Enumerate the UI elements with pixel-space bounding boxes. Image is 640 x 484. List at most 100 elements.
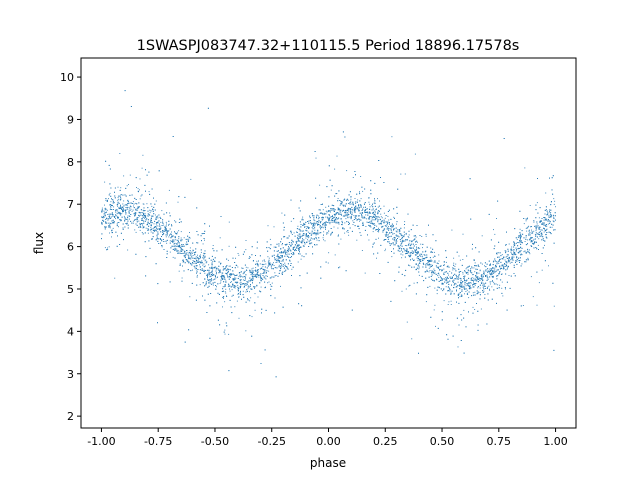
data-point [519, 232, 521, 234]
data-point [529, 253, 531, 255]
data-point [463, 286, 465, 288]
data-point [239, 279, 241, 281]
data-point [372, 217, 374, 218]
data-point [109, 227, 111, 229]
data-point [548, 265, 549, 267]
data-point [496, 253, 498, 255]
data-point [514, 243, 516, 245]
data-point [540, 229, 542, 231]
data-point [519, 242, 521, 244]
data-point [405, 232, 407, 234]
data-point [174, 220, 176, 222]
data-point [323, 239, 324, 241]
data-point [465, 285, 467, 287]
data-point [139, 229, 141, 231]
data-point [215, 277, 217, 279]
data-point [125, 211, 126, 213]
data-point [176, 245, 177, 247]
data-point [288, 246, 289, 248]
data-point [528, 233, 530, 235]
data-point [268, 264, 270, 266]
data-point [282, 265, 284, 267]
data-point [119, 244, 121, 245]
data-point [535, 230, 537, 232]
data-point [279, 266, 281, 268]
data-point [169, 251, 171, 253]
data-point [276, 255, 278, 257]
data-point [143, 220, 145, 222]
data-point [437, 275, 439, 277]
data-point [221, 274, 223, 276]
data-point [460, 283, 462, 285]
data-point [112, 227, 114, 229]
data-point [144, 221, 146, 222]
data-point [425, 271, 427, 273]
data-point [403, 227, 405, 229]
data-point [285, 244, 287, 246]
data-point [501, 264, 503, 266]
data-point [386, 231, 388, 233]
data-point [248, 280, 250, 282]
data-point [250, 274, 252, 276]
data-point [538, 226, 540, 228]
data-point [470, 287, 472, 289]
data-point [348, 234, 350, 236]
data-point [259, 274, 261, 276]
data-point [251, 273, 253, 275]
data-point [386, 227, 388, 229]
data-point [188, 252, 190, 254]
data-point [297, 236, 299, 238]
data-point [373, 242, 375, 244]
data-point [146, 218, 148, 220]
data-point [333, 205, 335, 207]
data-point [425, 233, 427, 235]
data-point [438, 266, 439, 268]
data-point [332, 219, 333, 221]
data-point [216, 272, 217, 274]
data-point [152, 215, 154, 217]
data-point [134, 215, 135, 217]
data-point [428, 267, 430, 269]
data-point [352, 203, 354, 205]
data-point [165, 236, 167, 238]
data-point [456, 286, 458, 288]
data-point [257, 263, 259, 265]
data-point [364, 229, 366, 231]
data-point [538, 282, 540, 284]
data-point [307, 231, 309, 233]
data-point [445, 286, 447, 288]
data-point [535, 225, 537, 227]
data-point [411, 338, 413, 340]
data-point [520, 250, 522, 252]
data-point [384, 225, 386, 226]
data-point [466, 255, 468, 257]
data-point [259, 282, 261, 284]
data-point [336, 221, 338, 223]
data-point [424, 254, 426, 256]
data-point [385, 215, 387, 216]
data-point [471, 277, 473, 279]
data-point [463, 277, 465, 279]
data-point [133, 213, 135, 215]
data-point [490, 274, 492, 276]
data-point [438, 260, 440, 262]
data-point [287, 268, 289, 270]
data-point [124, 218, 126, 220]
data-point [417, 247, 419, 249]
data-point [225, 266, 227, 268]
data-point [413, 282, 415, 284]
data-point [417, 253, 419, 255]
data-point [465, 291, 467, 292]
data-point [225, 280, 227, 282]
data-point [525, 220, 527, 222]
data-point [192, 260, 194, 262]
data-point [388, 230, 390, 231]
data-point [460, 294, 462, 296]
data-point [399, 229, 401, 231]
data-point [271, 282, 273, 284]
data-point [134, 215, 136, 217]
data-point [550, 209, 552, 211]
data-point [393, 229, 394, 231]
data-point [477, 268, 478, 270]
data-point [144, 216, 146, 218]
